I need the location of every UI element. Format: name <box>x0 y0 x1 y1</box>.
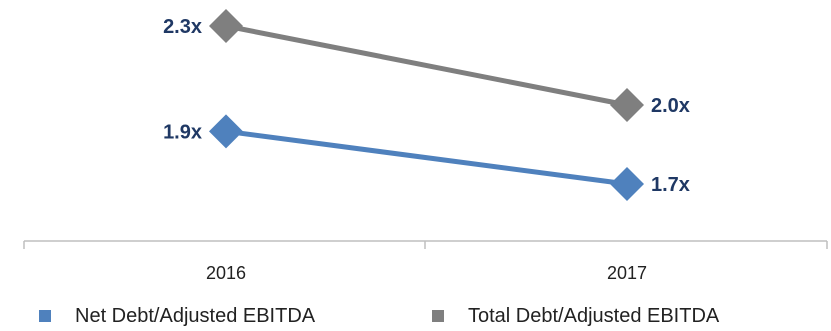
x-tick-label: 2017 <box>607 263 647 283</box>
data-point-net-debt <box>610 167 644 201</box>
data-label-net-debt: 1.9x <box>163 121 202 143</box>
data-point-net-debt <box>209 114 243 149</box>
data-label-net-debt: 1.7x <box>651 174 690 196</box>
legend-item-net-debt: Net Debt/Adjusted EBITDA <box>39 302 315 330</box>
legend-label-net-debt: Net Debt/Adjusted EBITDA <box>75 304 316 327</box>
series-line-total-debt <box>225 23 628 108</box>
legend-swatch-total-debt <box>432 310 444 322</box>
data-point-total-debt <box>209 9 243 43</box>
legend-label-total-debt: Total Debt/Adjusted EBITDA <box>468 304 720 327</box>
legend-item-total-debt: Total Debt/Adjusted EBITDA <box>432 302 719 330</box>
data-point-total-debt <box>610 88 644 122</box>
legend-swatch-net-debt <box>39 310 51 322</box>
data-label-total-debt: 2.3x <box>163 16 202 38</box>
series-line-net-debt <box>225 128 628 187</box>
x-tick-label: 2016 <box>206 263 246 283</box>
data-label-total-debt: 2.0x <box>651 95 690 117</box>
